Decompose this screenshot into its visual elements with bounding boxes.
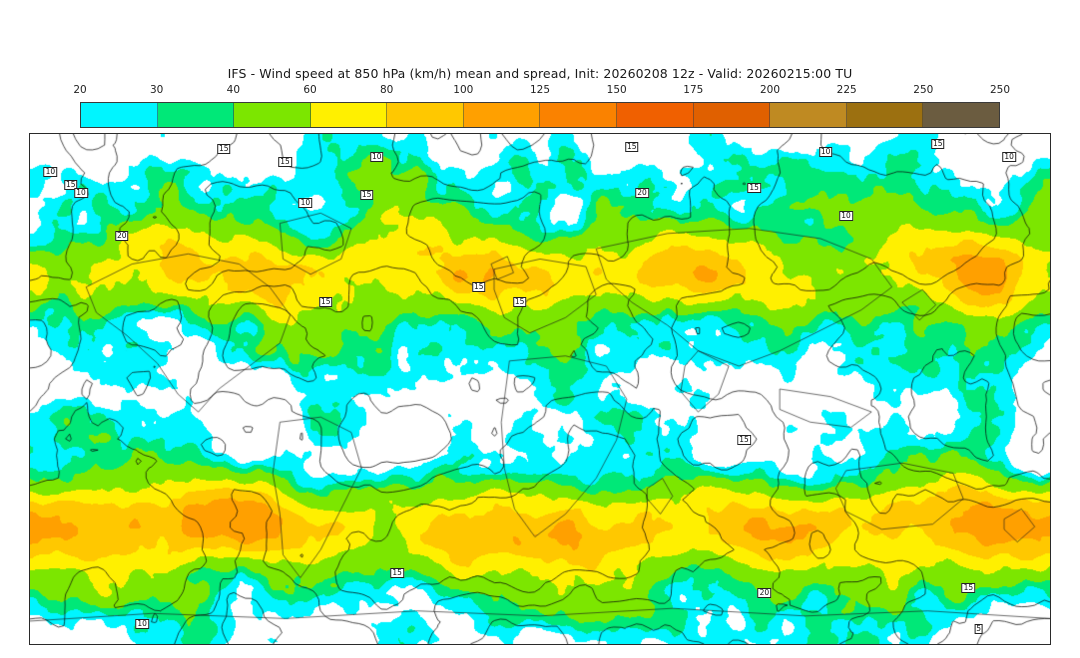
- colorbar-tick: 225: [836, 84, 857, 96]
- colorbar-tick: 60: [303, 84, 317, 96]
- colorbar-segment: [463, 103, 541, 127]
- colorbar-segment: [387, 103, 464, 127]
- colorbar-segment: [923, 103, 999, 127]
- colorbar-tick: 80: [379, 84, 394, 96]
- colorbar-tick: 40: [226, 84, 241, 96]
- colorbar-tick: 20: [73, 84, 87, 96]
- page-title: IFS - Wind speed at 850 hPa (km/h) mean …: [227, 66, 853, 81]
- colorbar-tick: 175: [683, 84, 704, 96]
- colorbar-segment: [846, 103, 924, 127]
- colorbar-legend: 20 30 40 60 80 100 125 150 175 200 225 250 250: [73, 84, 1010, 128]
- colorbar-segment: [617, 103, 694, 127]
- wind-speed-field: [30, 134, 1050, 644]
- colorbar-segment: [540, 103, 618, 127]
- colorbar-segment: [157, 103, 235, 127]
- colorbar-segment: [234, 103, 311, 127]
- colorbar-tick: 250: [989, 84, 1011, 96]
- colorbar-tick: 100: [453, 84, 474, 96]
- colorbar-swatches: [80, 102, 1000, 128]
- colorbar-segment: [693, 103, 771, 127]
- colorbar-tick: 30: [149, 84, 164, 96]
- colorbar-tick-labels: 20 30 40 60 80 100 125 150 175 200 225 250 250: [73, 84, 1010, 100]
- colorbar-segment: [770, 103, 847, 127]
- colorbar-tick: 250: [913, 84, 934, 96]
- colorbar-tick: 200: [759, 84, 781, 96]
- colorbar-tick: 125: [529, 84, 551, 96]
- map-panel[interactable]: 15 15 10 15 10 15 10 10 15 10 10 15 20 15 10 20 15 15 15 15…: [29, 133, 1051, 645]
- colorbar-segment: [310, 103, 388, 127]
- colorbar-tick: 150: [606, 84, 627, 96]
- colorbar-segment: [81, 103, 158, 127]
